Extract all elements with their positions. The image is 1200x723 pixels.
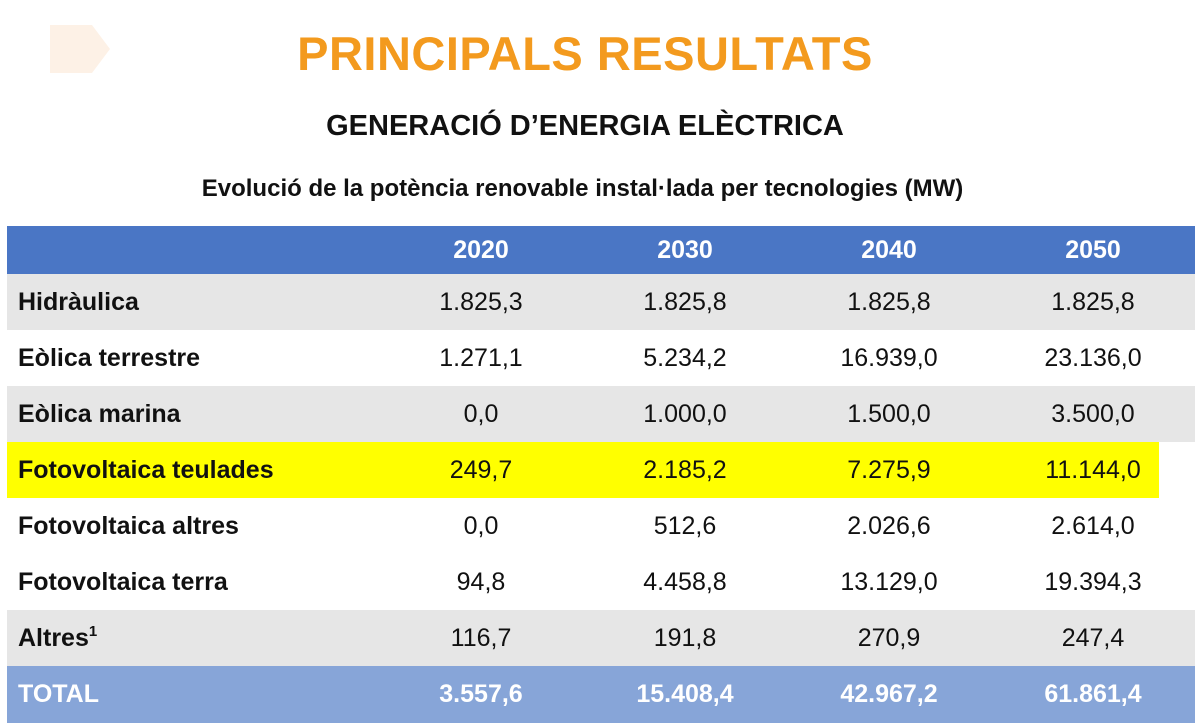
total-cell: 15.408,4: [636, 680, 734, 708]
column-header: 2040: [861, 235, 917, 264]
table-cell: 247,4: [1061, 623, 1125, 652]
table-cell: 512,6: [653, 511, 717, 540]
column-header: 2030: [657, 235, 713, 264]
table-cell: 116,7: [450, 623, 512, 652]
row-label: Fotovoltaica terra: [18, 567, 228, 596]
table-cell: 13.129,0: [840, 567, 938, 596]
table-cell: 1.000,0: [643, 399, 727, 428]
total-row: TOTAL 3.557,6 15.408,4 42.967,2 61.861,4: [7, 666, 1195, 723]
table-row: Eòlica marina 0,0 1.000,0 1.500,0 3.500,…: [7, 386, 1195, 442]
table-cell: 2.026,6: [847, 511, 931, 540]
table-caption: Evolució de la potència renovable instal…: [201, 175, 964, 202]
results-table: 2020 2030 2040 2050 Hidràulica 1.825,3 1…: [7, 226, 1195, 723]
table-cell: 1.825,3: [439, 287, 523, 316]
table-cell: 5.234,2: [643, 343, 727, 372]
table-cell: 1.500,0: [847, 399, 931, 428]
row-label: Eòlica marina: [18, 399, 181, 428]
row-label: Fotovoltaica altres: [18, 511, 239, 540]
table-row-highlighted: Fotovoltaica teulades 249,7 2.185,2 7.27…: [7, 442, 1195, 498]
table-row: Hidràulica 1.825,3 1.825,8 1.825,8 1.825…: [7, 274, 1195, 330]
header-corner: [7, 226, 379, 274]
row-label: Fotovoltaica teulades: [7, 442, 379, 498]
column-header: 2020: [453, 235, 509, 264]
table-row: Eòlica terrestre 1.271,1 5.234,2 16.939,…: [7, 330, 1195, 386]
table-cell: 2.614,0: [1051, 511, 1135, 540]
row-label-text: Altres: [18, 624, 89, 652]
total-cell: 3.557,6: [439, 680, 523, 708]
page-subtitle: GENERACIÓ D’ENERGIA ELÈCTRICA: [326, 110, 844, 142]
table-cell: 1.825,8: [847, 287, 931, 316]
table-cell: 7.275,9: [787, 442, 991, 498]
total-label: TOTAL: [18, 680, 100, 708]
row-label: Hidràulica: [18, 287, 139, 316]
table-row: Altres1 116,7 191,8 270,9 247,4: [7, 610, 1195, 666]
header-row: 2020 2030 2040 2050: [7, 226, 1195, 274]
table-cell: 1.825,8: [1051, 287, 1135, 316]
row-label: Altres1: [7, 610, 379, 666]
total-cell: 42.967,2: [840, 680, 938, 708]
footnote-marker: 1: [88, 623, 98, 640]
page-title: PRINCIPALS RESULTATS: [297, 27, 873, 80]
table-cell: 4.458,8: [643, 567, 727, 596]
table-cell: 11.144,0: [991, 442, 1195, 498]
table-cell: 3.500,0: [1051, 399, 1135, 428]
table-cell: 1.825,8: [643, 287, 727, 316]
total-cell: 61.861,4: [1044, 680, 1142, 708]
table-cell: 249,7: [379, 442, 583, 498]
table-cell: 94,8: [456, 567, 506, 596]
table-row: Fotovoltaica altres 0,0 512,6 2.026,6 2.…: [7, 498, 1195, 554]
table-cell: 19.394,3: [1044, 567, 1142, 596]
table-cell: 2.185,2: [583, 442, 787, 498]
table-cell: 0,0: [463, 511, 499, 540]
table-cell: 16.939,0: [840, 343, 938, 372]
table-cell: 1.271,1: [439, 343, 523, 372]
column-header: 2050: [1065, 235, 1121, 264]
row-label: Eòlica terrestre: [18, 343, 201, 372]
table-cell: 270,9: [857, 623, 921, 652]
table-cell: 23.136,0: [1044, 343, 1142, 372]
table-row: Fotovoltaica terra 94,8 4.458,8 13.129,0…: [7, 554, 1195, 610]
table-cell: 191,8: [653, 623, 717, 652]
table-cell: 0,0: [463, 399, 499, 428]
